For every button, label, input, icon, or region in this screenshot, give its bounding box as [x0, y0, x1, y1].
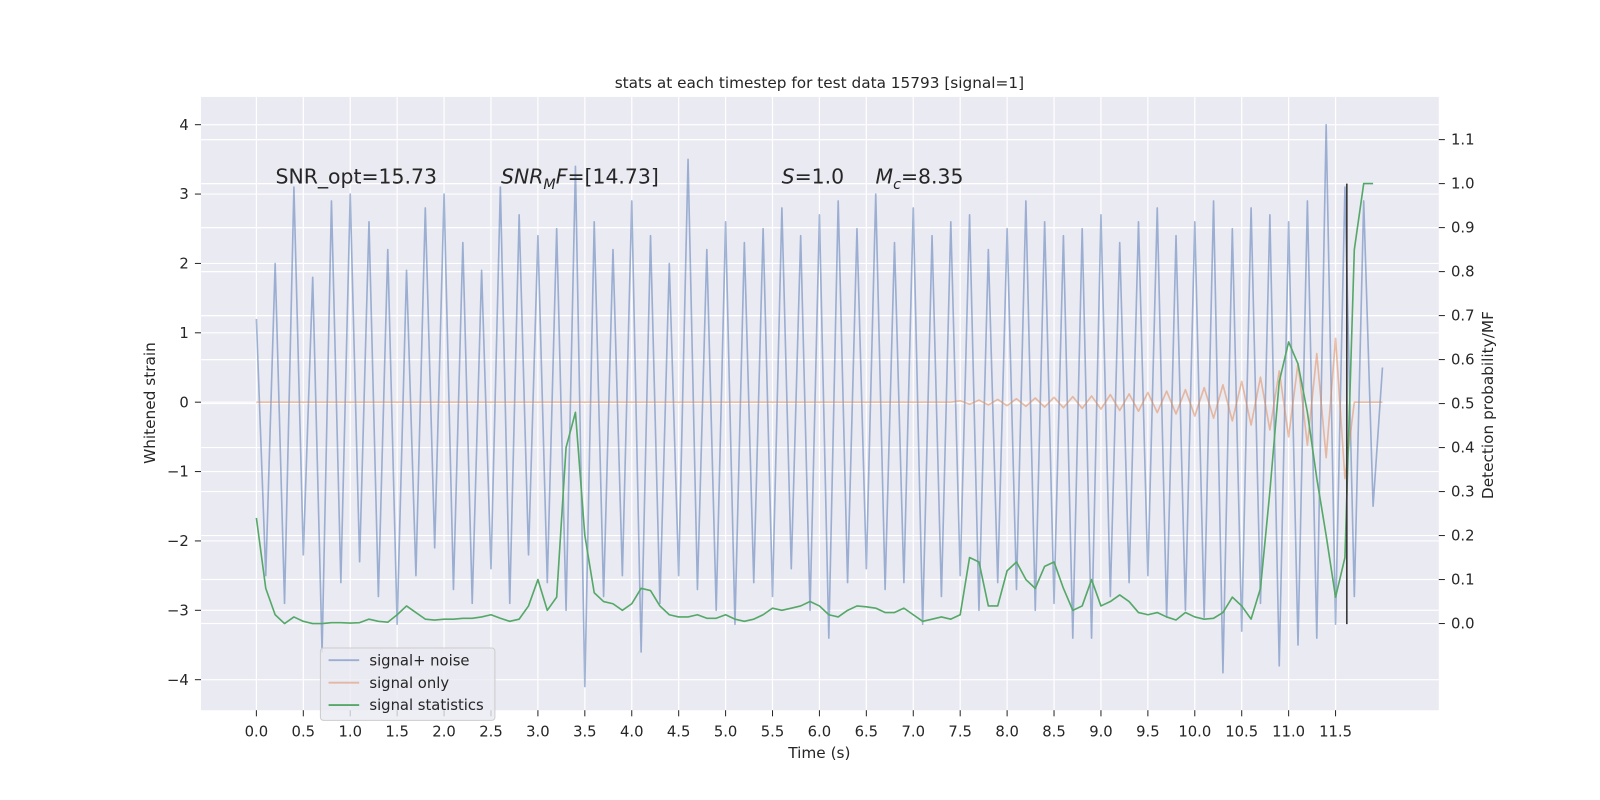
x-tick-label: 1.5	[385, 724, 409, 741]
legend-label: signal statistics	[369, 697, 483, 714]
y-tick-label: 4	[179, 117, 188, 134]
annotation-part: =1.0	[795, 165, 845, 189]
x-tick-label: 2.5	[479, 724, 503, 741]
y2-tick-label: 0.4	[1451, 440, 1475, 457]
x-tick-label: 6.0	[808, 724, 832, 741]
y-tick-label: 0	[179, 394, 188, 411]
y-tick-label: 3	[179, 186, 188, 203]
annotation-part: M	[543, 177, 555, 193]
y2-tick-label: 1.0	[1451, 176, 1475, 193]
x-tick-label: 6.5	[855, 724, 879, 741]
series-line	[255, 182, 1374, 625]
y2-tick-label: 0.7	[1451, 308, 1475, 325]
annotation: S=1.0	[782, 165, 844, 189]
ticks: 0.0 0.5 1.0 1.5 2.0 2.5 3.0 3.5 4.0 4.5 5.0 5.5 6.0 6…	[167, 117, 1475, 741]
legend-box	[319, 647, 496, 721]
x-tick-label: 11.5	[1319, 724, 1352, 741]
x-tick-label: 7.0	[902, 724, 926, 741]
x-tick-label: 3.5	[573, 724, 597, 741]
x-tick-label: 10.5	[1225, 724, 1258, 741]
y-tick-label: −1	[167, 464, 189, 481]
y2-tick-label: 0.9	[1451, 220, 1475, 237]
annotation: SNRMF=[14.73]	[501, 165, 659, 193]
x-tick-label: 3.0	[526, 724, 550, 741]
x-tick-label: 10.0	[1178, 724, 1211, 741]
y2-tick-label: 0.8	[1451, 264, 1475, 281]
chart-title: stats at each timestep for test data 157…	[615, 74, 1024, 92]
legend-label: signal+ noise	[369, 652, 469, 669]
annotation: SNR_opt=15.73	[276, 165, 437, 190]
series-line	[255, 123, 1384, 688]
y-tick-label: 1	[179, 325, 188, 342]
y-tick-label: −3	[167, 602, 189, 619]
annotation-part: =[14.73]	[567, 165, 658, 189]
x-tick-label: 8.5	[1042, 724, 1066, 741]
x-tick-label: 9.0	[1089, 724, 1113, 741]
annotation-part: c	[893, 177, 901, 193]
x-tick-label: 5.0	[714, 724, 738, 741]
annotation-part: SNR	[501, 165, 543, 189]
x-tick-label: 4.5	[667, 724, 691, 741]
annotation: Mc=8.35	[876, 165, 964, 193]
x-tick-label: 0.0	[245, 724, 269, 741]
x-tick-label: 7.5	[948, 724, 972, 741]
annotation-part: S	[782, 165, 795, 189]
legend-label: signal only	[369, 675, 449, 692]
y2-tick-label: 0.6	[1451, 352, 1475, 369]
x-tick-label: 8.0	[995, 724, 1019, 741]
annotation-part: SNR_opt=15.73	[276, 165, 437, 190]
x-tick-label: 11.0	[1272, 724, 1305, 741]
y2-tick-label: 0.1	[1451, 572, 1475, 589]
series-line	[256, 337, 1383, 480]
y-tick-label: 2	[179, 256, 188, 273]
y2-tick-label: 0.2	[1451, 528, 1475, 545]
y2-tick-label: 0.0	[1451, 616, 1475, 633]
y2-tick-label: 0.3	[1451, 484, 1475, 501]
y-axis-label: Whitened strain	[141, 342, 159, 464]
x-tick-label: 4.0	[620, 724, 644, 741]
annotation-part: M	[876, 165, 894, 189]
y2-tick-label: 0.5	[1451, 396, 1475, 413]
x-tick-label: 9.5	[1136, 724, 1160, 741]
x-tick-label: 0.5	[292, 724, 316, 741]
x-tick-label: 5.5	[761, 724, 785, 741]
y2-tick-label: 1.1	[1451, 132, 1475, 149]
x-tick-label: 1.0	[338, 724, 362, 741]
x-axis-label: Time (s)	[787, 744, 850, 762]
y-tick-label: −2	[167, 533, 189, 550]
annotation-part: F	[556, 165, 568, 189]
y-tick-label: −4	[167, 672, 189, 689]
marks	[255, 123, 1384, 688]
y2-axis-label: Detection probability/MF	[1479, 311, 1497, 499]
x-tick-label: 2.0	[432, 724, 456, 741]
annotation-part: =8.35	[901, 165, 964, 189]
